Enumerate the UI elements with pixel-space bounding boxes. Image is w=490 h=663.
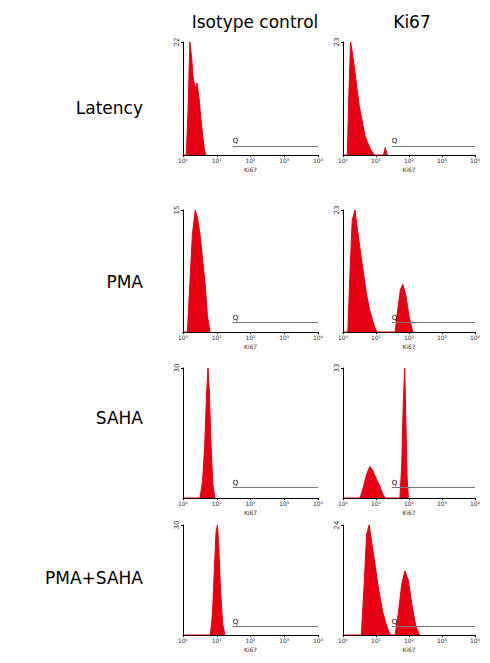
svg-text:10¹: 10¹ (212, 334, 223, 341)
svg-text:10⁴: 10⁴ (470, 637, 481, 644)
svg-text:10⁴: 10⁴ (313, 637, 324, 644)
svg-text:10²: 10² (404, 334, 415, 341)
svg-text:10⁴: 10⁴ (313, 334, 324, 341)
svg-text:10⁰: 10⁰ (338, 334, 349, 341)
svg-text:10³: 10³ (437, 637, 448, 644)
svg-text:10²: 10² (404, 637, 415, 644)
svg-text:Q: Q (233, 618, 239, 626)
svg-text:Q: Q (233, 479, 239, 487)
svg-text:10¹: 10¹ (212, 637, 223, 644)
svg-text:30: 30 (173, 521, 181, 530)
svg-text:Ki67: Ki67 (402, 166, 415, 173)
svg-text:10¹: 10¹ (371, 334, 382, 341)
svg-text:Q: Q (233, 314, 239, 322)
svg-text:10¹: 10¹ (212, 157, 223, 164)
svg-text:10³: 10³ (437, 334, 448, 341)
svg-text:10¹: 10¹ (371, 500, 382, 507)
svg-text:10³: 10³ (279, 157, 290, 164)
svg-text:10¹: 10¹ (212, 500, 223, 507)
svg-text:10²: 10² (245, 637, 256, 644)
svg-text:Ki67: Ki67 (244, 166, 257, 173)
svg-text:10³: 10³ (437, 500, 448, 507)
svg-text:10⁴: 10⁴ (313, 500, 324, 507)
svg-text:Ki67: Ki67 (402, 646, 415, 653)
svg-text:Isotype control: Isotype control (192, 12, 319, 32)
svg-text:10³: 10³ (279, 500, 290, 507)
svg-text:10⁰: 10⁰ (178, 500, 189, 507)
svg-text:Ki67: Ki67 (244, 646, 257, 653)
svg-text:10³: 10³ (437, 157, 448, 164)
svg-text:23: 23 (333, 206, 341, 215)
svg-text:10³: 10³ (279, 334, 290, 341)
svg-text:Ki67: Ki67 (393, 12, 431, 32)
svg-text:10⁰: 10⁰ (178, 157, 189, 164)
svg-text:10²: 10² (404, 500, 415, 507)
svg-text:10⁰: 10⁰ (338, 157, 349, 164)
svg-text:10⁴: 10⁴ (470, 500, 481, 507)
svg-text:10²: 10² (245, 500, 256, 507)
svg-text:10¹: 10¹ (371, 157, 382, 164)
svg-text:10⁴: 10⁴ (313, 157, 324, 164)
svg-text:SAHA: SAHA (96, 408, 144, 428)
svg-text:23: 23 (333, 38, 341, 47)
svg-text:30: 30 (173, 364, 181, 373)
svg-text:10²: 10² (404, 157, 415, 164)
svg-text:Ki67: Ki67 (402, 509, 415, 516)
svg-text:PMA: PMA (106, 272, 143, 292)
svg-text:33: 33 (333, 364, 341, 373)
svg-text:Q: Q (392, 618, 398, 626)
svg-text:Latency: Latency (76, 98, 143, 118)
svg-text:Q: Q (392, 314, 398, 322)
svg-text:24: 24 (333, 520, 341, 529)
svg-text:10⁰: 10⁰ (338, 500, 349, 507)
svg-text:10¹: 10¹ (371, 637, 382, 644)
svg-text:10⁴: 10⁴ (470, 334, 481, 341)
svg-text:10⁴: 10⁴ (470, 157, 481, 164)
svg-text:10⁰: 10⁰ (338, 637, 349, 644)
svg-text:10²: 10² (245, 334, 256, 341)
svg-text:PMA+SAHA: PMA+SAHA (45, 568, 143, 588)
svg-text:15: 15 (173, 206, 181, 215)
svg-text:Ki67: Ki67 (244, 343, 257, 350)
svg-text:Ki67: Ki67 (402, 343, 415, 350)
svg-text:22: 22 (173, 38, 181, 47)
svg-text:10⁰: 10⁰ (178, 334, 189, 341)
svg-text:10²: 10² (245, 157, 256, 164)
svg-text:Q: Q (392, 137, 398, 145)
svg-text:10⁰: 10⁰ (178, 637, 189, 644)
svg-text:Q: Q (233, 137, 239, 145)
svg-text:Q: Q (392, 479, 398, 487)
svg-text:Ki67: Ki67 (244, 509, 257, 516)
svg-text:10³: 10³ (279, 637, 290, 644)
